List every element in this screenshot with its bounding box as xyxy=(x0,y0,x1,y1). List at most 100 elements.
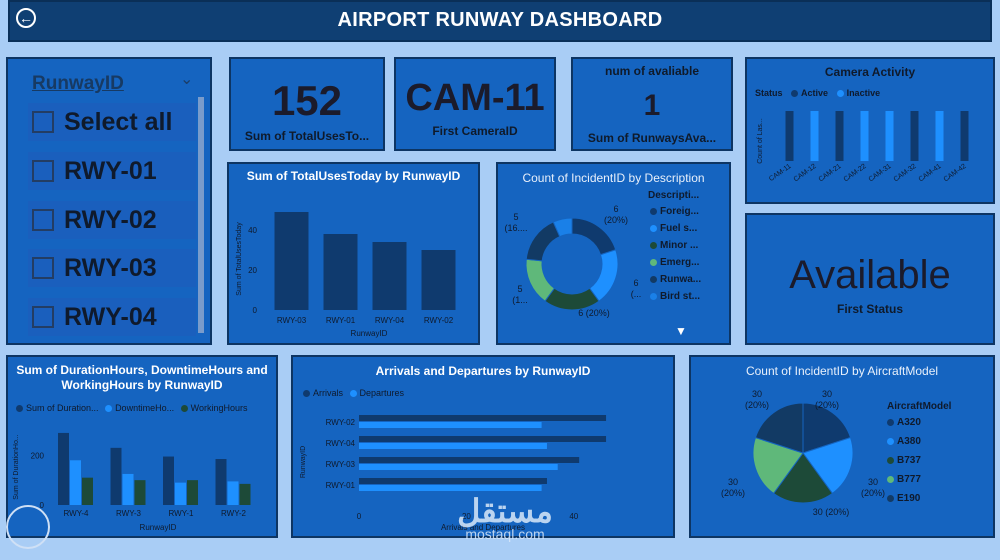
data-label: (20%) xyxy=(861,488,885,498)
y-tick-label: RWY-04 xyxy=(326,439,356,448)
slicer-item-rwy-02[interactable]: RWY-02 xyxy=(28,201,196,239)
pie-slice[interactable] xyxy=(754,402,804,454)
card-value: Available xyxy=(789,253,951,297)
pie-slice[interactable] xyxy=(525,221,561,262)
slicer-item-rwy-04[interactable]: RWY-04 xyxy=(28,298,196,336)
x-axis-label: RunwayID xyxy=(351,329,388,338)
y-axis-label: Count of Las... xyxy=(757,118,764,164)
slicer-title: RunwayID xyxy=(32,73,124,94)
data-label: 30 xyxy=(868,477,878,487)
y-tick-label: 20 xyxy=(248,266,257,275)
x-tick-label: 20 xyxy=(462,512,471,521)
bar[interactable] xyxy=(323,234,358,310)
legend-dot xyxy=(105,405,113,413)
data-label: (... xyxy=(631,289,642,299)
legend-dot xyxy=(180,405,188,413)
bar[interactable] xyxy=(215,459,227,505)
data-label: 6 xyxy=(633,278,638,288)
bar[interactable] xyxy=(359,485,542,491)
header-bar: ← AIRPORT RUNWAY DASHBOARD xyxy=(8,0,992,42)
bar[interactable] xyxy=(421,250,456,310)
y-tick-label: RWY-01 xyxy=(326,481,356,490)
pie-slice[interactable] xyxy=(772,452,834,504)
y-tick-label: 0 xyxy=(253,306,258,315)
bar[interactable] xyxy=(359,422,542,428)
slicer-item-rwy-03[interactable]: RWY-03 xyxy=(28,249,196,287)
data-label: 5 xyxy=(513,212,518,222)
bar[interactable] xyxy=(58,432,69,505)
bar[interactable] xyxy=(122,473,134,505)
pie-slice[interactable] xyxy=(552,217,573,238)
pie-slice[interactable] xyxy=(802,436,854,495)
y-axis-label: RunwayID xyxy=(300,446,307,478)
bar[interactable] xyxy=(935,111,944,161)
checkbox[interactable] xyxy=(32,257,54,279)
arrivals-departures-chart: Arrivals and Departures by RunwayID Arri… xyxy=(291,355,675,538)
bar[interactable] xyxy=(163,456,174,505)
bar[interactable] xyxy=(70,460,81,505)
slicer-scrollbar[interactable] xyxy=(198,97,204,333)
legend-item: Minor ... xyxy=(650,240,701,251)
data-label: 6 xyxy=(613,204,618,214)
bar[interactable] xyxy=(110,447,122,505)
camera-activity-chart: Camera Activity Status Active Inactive C… xyxy=(745,57,995,204)
x-axis-label: RunwayID xyxy=(140,523,177,532)
checkbox[interactable] xyxy=(32,306,54,328)
card-value: CAM-11 xyxy=(405,77,545,119)
total-uses-chart: Sum of TotalUsesToday by RunwayID Sum of… xyxy=(227,162,480,345)
x-tick-label: CAM-41 xyxy=(918,163,943,184)
bar[interactable] xyxy=(359,436,607,442)
legend-dot xyxy=(16,405,23,413)
bar[interactable] xyxy=(175,482,186,505)
bar[interactable] xyxy=(835,111,844,161)
bar[interactable] xyxy=(359,478,547,484)
x-tick-label: CAM-31 xyxy=(868,163,893,184)
x-tick-label: RWY-02 xyxy=(424,316,454,325)
bar[interactable] xyxy=(82,477,93,505)
legend-item: Bird st... xyxy=(650,291,701,302)
back-arrow-icon[interactable]: ← xyxy=(16,8,36,28)
bar[interactable] xyxy=(274,212,309,310)
bar[interactable] xyxy=(810,111,819,161)
x-tick-label: CAM-32 xyxy=(893,163,918,184)
checkbox[interactable] xyxy=(32,111,54,133)
data-label: (20%) xyxy=(815,400,839,410)
checkbox[interactable] xyxy=(32,160,54,182)
bar[interactable] xyxy=(359,464,558,470)
checkbox[interactable] xyxy=(32,209,54,231)
legend-item: Emerg... xyxy=(650,257,701,268)
data-label: 6 (20%) xyxy=(578,308,610,318)
chevron-down-icon[interactable]: ⌄ xyxy=(180,71,194,88)
bar[interactable] xyxy=(187,480,198,505)
bar[interactable] xyxy=(885,111,894,161)
pie-slice[interactable] xyxy=(752,436,804,495)
bar[interactable] xyxy=(227,481,239,505)
bar[interactable] xyxy=(785,111,794,161)
x-tick-label: CAM-12 xyxy=(793,163,818,184)
x-tick-label: 40 xyxy=(569,512,578,521)
chart-legend: Arrivals Departures xyxy=(303,388,404,398)
bar[interactable] xyxy=(372,242,407,310)
chart-title: Sum of TotalUsesToday by RunwayID xyxy=(246,169,461,183)
pie-slice[interactable] xyxy=(544,287,600,311)
bar[interactable] xyxy=(860,111,869,161)
card-title: num of avaliable xyxy=(604,64,700,78)
slicer-item-select-all[interactable]: Select all xyxy=(28,103,196,141)
card-value: 152 xyxy=(271,77,343,124)
bar[interactable] xyxy=(359,443,547,449)
bar[interactable] xyxy=(134,480,146,505)
legend-scroll-down-icon[interactable]: ▼ xyxy=(675,324,687,338)
pie-slice[interactable] xyxy=(525,258,556,302)
bar[interactable] xyxy=(359,457,580,463)
y-tick-label: 0 xyxy=(40,501,45,510)
card-total-uses: 152 Sum of TotalUsesTo... xyxy=(229,57,385,151)
bar[interactable] xyxy=(239,483,251,505)
data-label: (20%) xyxy=(745,400,769,410)
bar[interactable] xyxy=(960,111,969,161)
durations-plot: Sum of DurationHo... RunwayID 0 200 RWY-4 R… xyxy=(13,432,251,532)
bar[interactable] xyxy=(359,415,607,421)
bar[interactable] xyxy=(910,111,919,161)
data-label: 30 (20%) xyxy=(813,507,850,517)
slicer-item-rwy-01[interactable]: RWY-01 xyxy=(28,152,196,190)
pie-slice[interactable] xyxy=(802,402,852,454)
